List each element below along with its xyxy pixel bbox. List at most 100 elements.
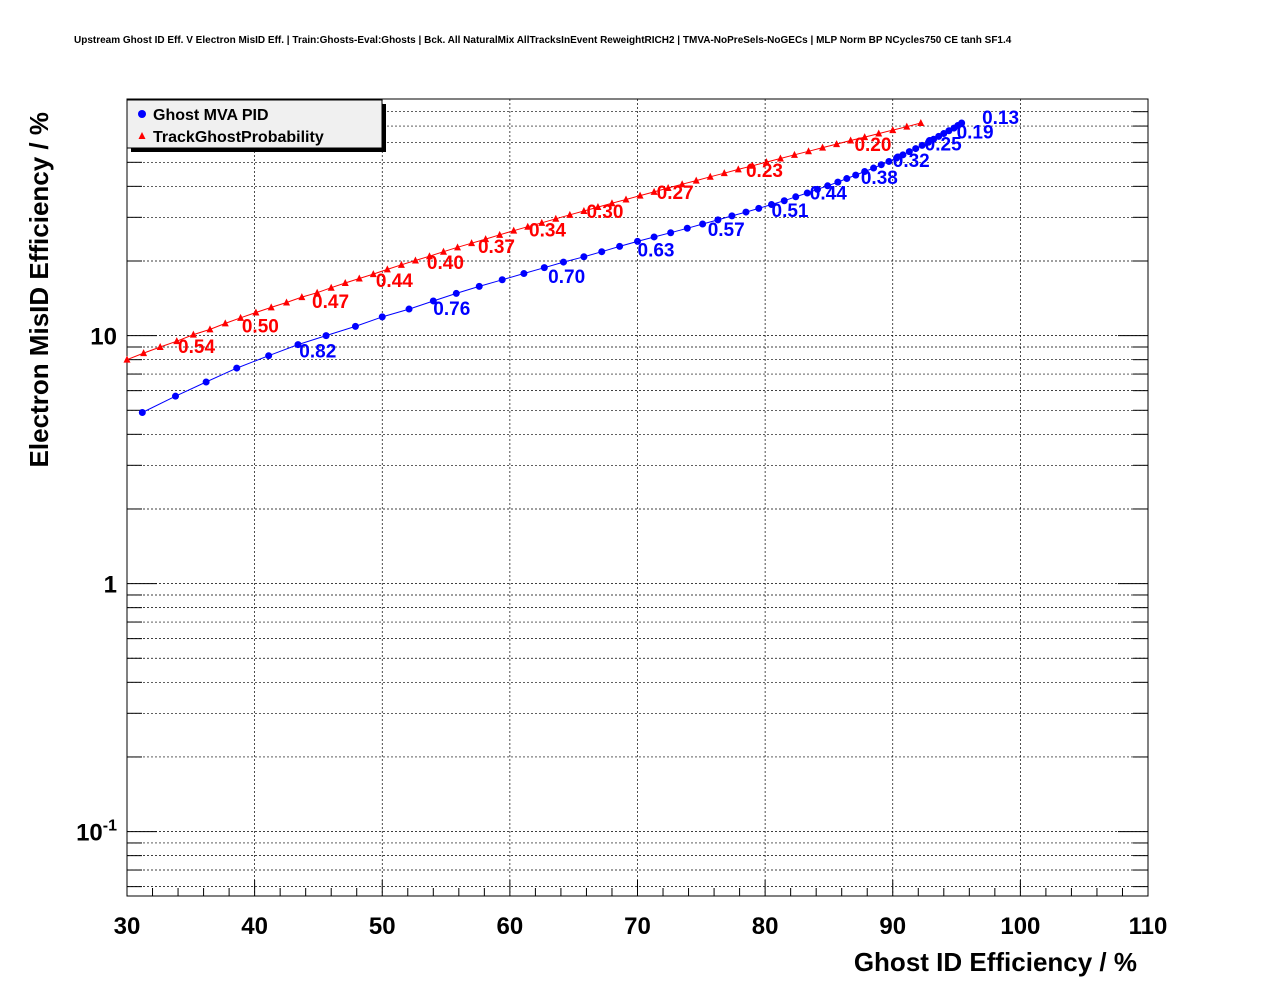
data-point-trackghostprobability: [206, 325, 214, 333]
data-point-trackghostprobability: [776, 154, 784, 162]
data-point-ghost-mva-pid: [755, 204, 763, 212]
point-label: 0.40: [427, 253, 464, 274]
point-label: 0.57: [708, 220, 745, 241]
chart-title: Upstream Ghost ID Eff. V Electron MisID …: [74, 35, 1012, 46]
data-point-ghost-mva-pid: [905, 148, 913, 156]
data-point-trackghostprobability: [819, 143, 827, 151]
data-point-ghost-mva-pid: [930, 135, 938, 143]
data-point-trackghostprobability: [327, 283, 335, 291]
data-point-trackghostprobability: [762, 158, 770, 166]
data-point-trackghostprobability: [298, 293, 306, 301]
data-point-trackghostprobability: [566, 210, 574, 218]
data-point-ghost-mva-pid: [899, 151, 907, 159]
data-point-ghost-mva-pid: [940, 130, 948, 138]
data-point-ghost-mva-pid: [580, 253, 588, 261]
legend-box: [126, 99, 383, 149]
data-point-ghost-mva-pid: [912, 145, 920, 153]
data-point-ghost-mva-pid: [834, 178, 842, 186]
series-line-1: [126, 122, 921, 361]
data-point-ghost-mva-pid: [498, 276, 506, 284]
data-point-ghost-mva-pid: [714, 216, 722, 224]
data-point-trackghostprobability: [468, 239, 476, 247]
y-tick-mantissa: 1: [104, 572, 117, 599]
data-point-ghost-mva-pid: [559, 258, 567, 266]
data-point-trackghostprobability: [237, 313, 245, 321]
data-point-trackghostprobability: [903, 122, 911, 130]
point-label: 0.51: [772, 201, 809, 222]
data-point-trackghostprobability: [580, 207, 588, 215]
data-point-ghost-mva-pid: [378, 313, 386, 321]
data-point-trackghostprobability: [123, 355, 131, 363]
data-point-ghost-mva-pid: [171, 392, 179, 400]
data-point-trackghostprobability: [524, 222, 532, 230]
x-axis-title: Ghost ID Efficiency / %: [854, 947, 1137, 977]
y-tick-exponent: -1: [103, 818, 117, 835]
data-point-ghost-mva-pid: [634, 237, 641, 245]
data-point-trackghostprobability: [189, 330, 197, 338]
data-point-ghost-mva-pid: [138, 408, 146, 416]
data-point-trackghostprobability: [650, 187, 658, 195]
data-point-trackghostprobability: [383, 265, 391, 273]
point-label: 0.82: [299, 342, 336, 363]
data-point-ghost-mva-pid: [429, 297, 437, 305]
data-point-trackghostprobability: [411, 256, 419, 264]
data-point-trackghostprobability: [267, 303, 275, 311]
data-point-ghost-mva-pid: [852, 171, 860, 179]
data-point-trackghostprobability: [622, 195, 630, 203]
point-label: 0.38: [861, 168, 898, 189]
point-label: 0.20: [854, 135, 891, 156]
y-axis-title: Electron MisID Efficiency / %: [24, 112, 54, 467]
data-point-ghost-mva-pid: [935, 132, 943, 140]
data-point-trackghostprobability: [552, 214, 560, 222]
data-point-ghost-mva-pid: [265, 352, 273, 360]
data-point-ghost-mva-pid: [958, 119, 966, 127]
data-point-trackghostprobability: [440, 247, 448, 255]
data-point-trackghostprobability: [140, 349, 148, 357]
point-label: 0.47: [312, 292, 349, 313]
x-tick-label: 50: [369, 913, 396, 940]
legend-marker-trackghostprobability: [138, 132, 146, 139]
data-point-trackghostprobability: [678, 180, 686, 188]
x-tick-label: 90: [879, 913, 906, 940]
data-point-ghost-mva-pid: [728, 212, 736, 220]
data-point-trackghostprobability: [861, 133, 869, 141]
data-point-ghost-mva-pid: [803, 189, 811, 197]
plot-frame: [126, 98, 1149, 897]
data-point-ghost-mva-pid: [877, 161, 885, 169]
data-point-trackghostprobability: [847, 136, 855, 144]
point-label: 0.25: [925, 135, 962, 156]
data-point-ghost-mva-pid: [870, 164, 878, 172]
data-point-ghost-mva-pid: [742, 208, 750, 216]
data-point-trackghostprobability: [425, 252, 433, 260]
point-label: 0.34: [529, 220, 566, 241]
data-point-ghost-mva-pid: [699, 220, 707, 228]
data-point-trackghostprobability: [538, 218, 546, 226]
data-point-ghost-mva-pid: [202, 378, 210, 386]
legend-entry-ghost-mva-pid: Ghost MVA PID: [153, 107, 269, 124]
data-point-ghost-mva-pid: [824, 182, 832, 190]
grid: [127, 98, 1148, 896]
x-tick-label: 40: [241, 913, 268, 940]
y-tick-label: 1: [104, 572, 117, 599]
data-point-ghost-mva-pid: [768, 200, 776, 208]
y-tick-label: 10: [90, 324, 117, 351]
data-point-trackghostprobability: [397, 260, 405, 268]
legend-marker-ghost-mva-pid: [138, 110, 146, 118]
data-point-trackghostprobability: [748, 161, 756, 169]
data-point-trackghostprobability: [313, 288, 321, 296]
data-point-ghost-mva-pid: [813, 185, 821, 193]
series-layer: [123, 119, 966, 416]
data-point-trackghostprobability: [875, 129, 883, 137]
point-label: 0.32: [893, 151, 930, 172]
x-tick-label: 80: [752, 913, 779, 940]
point-label: 0.13: [982, 108, 1019, 129]
data-point-trackghostprobability: [482, 235, 490, 243]
data-point-ghost-mva-pid: [924, 138, 932, 146]
point-label: 0.70: [548, 267, 585, 288]
point-label: 0.76: [433, 299, 470, 320]
data-point-trackghostprobability: [252, 308, 260, 316]
data-point-ghost-mva-pid: [885, 157, 893, 165]
data-point-trackghostprobability: [608, 199, 616, 207]
